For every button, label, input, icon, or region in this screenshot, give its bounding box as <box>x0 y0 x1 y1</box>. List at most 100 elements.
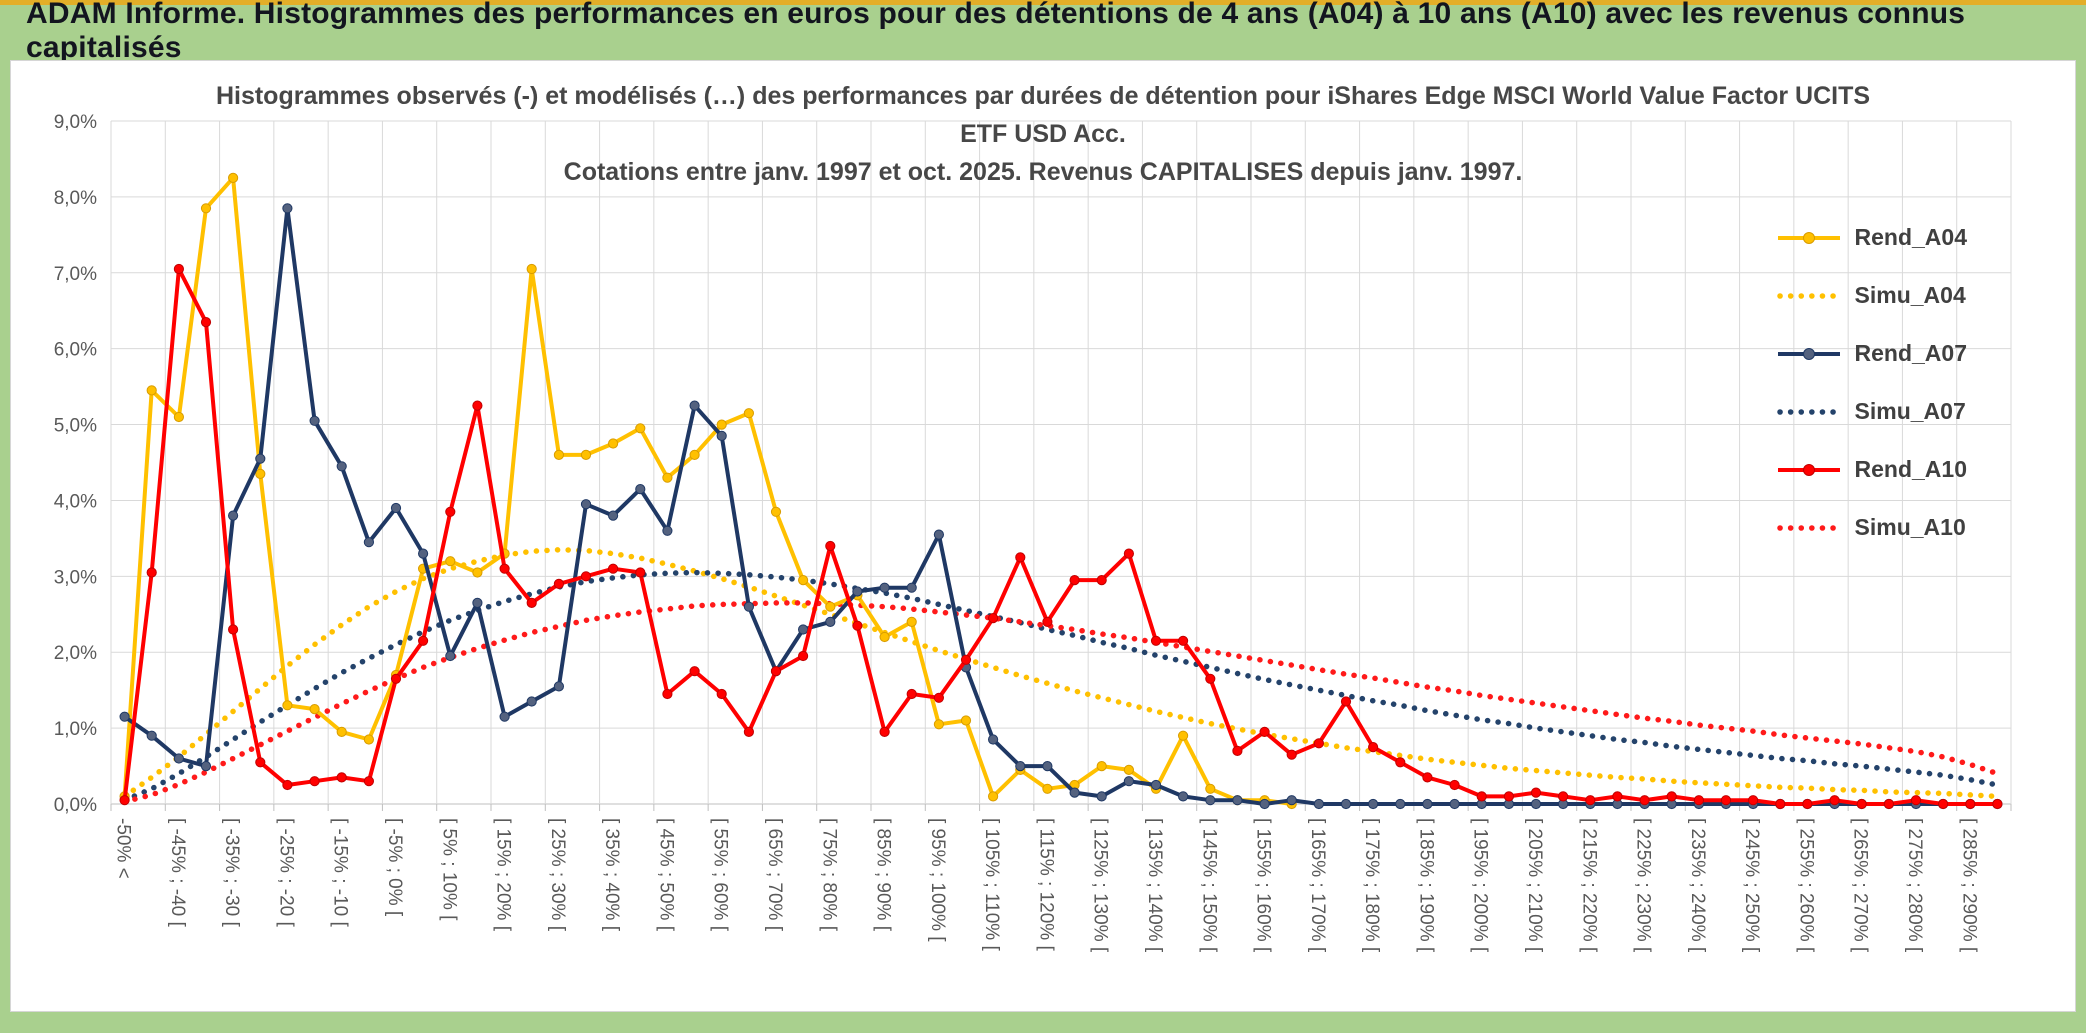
series-marker-Rend_A07 <box>580 499 592 510</box>
series-marker-Rend_A07 <box>1042 761 1053 772</box>
y-tick-label: 7,0% <box>54 264 97 285</box>
series-marker-Rend_A07 <box>1178 791 1189 802</box>
series-marker-Rend_A04 <box>228 172 239 184</box>
series-marker-Rend_A10 <box>1150 635 1162 646</box>
series-marker-Rend_A07 <box>1313 798 1325 810</box>
x-tick-label: [ 65% ; 70% [ <box>764 818 785 932</box>
series-marker-Rend_A10 <box>662 688 673 700</box>
legend: Rend_A04 Simu_A04 Rend_A07 Simu_A07 Rend_A10… <box>1776 224 1967 541</box>
series-Simu_A04 <box>121 547 2001 800</box>
gridlines <box>110 120 2012 811</box>
series-marker-Rend_A07 <box>689 400 700 411</box>
y-tick-label: 0,0% <box>54 795 97 816</box>
x-tick-label: [ 55% ; 60% [ <box>710 818 731 932</box>
series-marker-Rend_A07 <box>852 586 863 597</box>
series-marker-Rend_A07 <box>988 734 999 745</box>
x-tick-label: [ 35% ; 40% [ <box>601 818 622 932</box>
series-marker-Rend_A04 <box>553 449 565 460</box>
series-marker-Rend_A07 <box>1123 776 1135 787</box>
series-marker-Rend_A04 <box>255 468 266 479</box>
series-marker-Rend_A10 <box>390 673 402 684</box>
series-marker-Rend_A10 <box>228 624 239 635</box>
series-marker-Rend_A10 <box>1259 726 1270 738</box>
series-marker-Rend_A10 <box>1015 552 1026 563</box>
series-marker-Rend_A10 <box>689 666 700 677</box>
x-tick-label: -50% < <box>113 818 134 879</box>
series-marker-Rend_A10 <box>988 613 999 624</box>
series-marker-Rend_A07 <box>1340 798 1352 810</box>
series-marker-Rend_A10 <box>445 506 456 517</box>
legend-item-Rend_A07: Rend_A07 <box>1776 340 1967 367</box>
series-marker-Rend_A04 <box>608 438 619 449</box>
legend-sample-Simu_A10 <box>1776 524 1841 531</box>
series-line-Simu_A10 <box>121 600 2001 805</box>
series-marker-Rend_A10 <box>553 578 565 590</box>
series-marker-Rend_A07 <box>119 711 130 722</box>
series-marker-Rend_A10 <box>580 571 592 582</box>
series-marker-Rend_A10 <box>1395 757 1406 768</box>
y-tick-label: 1,0% <box>54 719 97 740</box>
x-tick-label: [ 235% ; 240% [ <box>1687 818 1708 953</box>
x-tick-label: [ 185% ; 190% [ <box>1415 818 1436 953</box>
series-marker-Rend_A07 <box>363 537 374 548</box>
series-marker-Rend_A07 <box>1422 798 1433 810</box>
banner: ADAM Informe. Histogrammes des performan… <box>0 0 2086 64</box>
legend-sample-Simu_A07 <box>1776 408 1841 415</box>
series-marker-Rend_A10 <box>825 540 836 552</box>
x-tick-label: [ 215% ; 220% [ <box>1578 818 1599 953</box>
legend-label-Simu_A04: Simu_A04 <box>1854 282 1966 308</box>
series-marker-Rend_A04 <box>146 385 157 396</box>
series-marker-Rend_A07 <box>635 484 646 495</box>
series-marker-Rend_A07 <box>798 624 809 635</box>
series-marker-Rend_A04 <box>635 423 646 434</box>
legend-sample-Rend_A07 <box>1777 347 1840 360</box>
series-marker-Rend_A07 <box>608 510 619 521</box>
series-marker-Rend_A10 <box>1829 795 1840 806</box>
series-marker-Rend_A10 <box>1666 791 1677 802</box>
series-marker-Rend_A07 <box>1150 779 1162 791</box>
series-marker-Rend_A10 <box>1775 798 1786 810</box>
series-marker-Rend_A10 <box>1856 798 1867 810</box>
series-marker-Rend_A07 <box>228 510 239 521</box>
legend-item-Rend_A04: Rend_A04 <box>1776 224 1967 251</box>
series-line-Simu_A04 <box>121 547 2001 800</box>
series-marker-Rend_A04 <box>173 411 184 423</box>
series-marker-Rend_A07 <box>1069 787 1080 798</box>
series-marker-Rend_A10 <box>770 666 782 677</box>
series-marker-Rend_A10 <box>363 776 374 787</box>
series-marker-Rend_A04 <box>336 726 347 738</box>
series-marker-Rend_A10 <box>1123 548 1135 559</box>
series-marker-Rend_A04 <box>960 715 972 726</box>
series-marker-Rend_A07 <box>526 696 537 707</box>
legend-sample-Rend_A10 <box>1777 463 1840 476</box>
series-marker-Rend_A07 <box>716 430 727 441</box>
series-marker-Rend_A10 <box>1938 798 1949 810</box>
series-marker-Rend_A10 <box>1205 673 1216 684</box>
series-marker-Rend_A10 <box>879 726 890 738</box>
series-marker-Rend_A07 <box>1449 798 1460 810</box>
series-marker-Rend_A04 <box>798 575 809 586</box>
series-marker-Rend_A04 <box>472 567 483 578</box>
series-marker-Rend_A04 <box>282 700 293 711</box>
y-axis-labels: 0,0% 1,0% 2,0% 3,0% 4,0% 5,0% 6,0% 7,0% 8,0% 9,0% <box>54 112 97 816</box>
x-tick-label: [ -45% ; -40 [ <box>167 818 188 927</box>
series-marker-Rend_A10 <box>173 263 184 275</box>
series-marker-Rend_A10 <box>418 635 429 646</box>
series-marker-Rend_A10 <box>1286 749 1297 760</box>
series-marker-Rend_A04 <box>1123 764 1135 776</box>
series-marker-Rend_A04 <box>825 601 836 612</box>
x-tick-label: [ -35% ; -30 [ <box>221 818 242 927</box>
x-tick-label: [ 135% ; 140% [ <box>1144 818 1165 953</box>
legend-label-Rend_A10: Rend_A10 <box>1854 456 1967 482</box>
x-tick-label: [ 15% ; 20% [ <box>493 818 514 932</box>
x-tick-label: [ 205% ; 210% [ <box>1524 818 1545 953</box>
legend-label-Rend_A04: Rend_A04 <box>1854 224 1967 250</box>
series-marker-Rend_A04 <box>526 263 537 275</box>
y-tick-label: 5,0% <box>54 416 97 437</box>
y-tick-label: 8,0% <box>54 188 97 209</box>
legend-label-Simu_A07: Simu_A07 <box>1854 398 1966 424</box>
series-Rend_A07 <box>119 203 2003 810</box>
series-marker-Rend_A07 <box>662 525 673 536</box>
series-marker-Rend_A10 <box>472 400 483 411</box>
